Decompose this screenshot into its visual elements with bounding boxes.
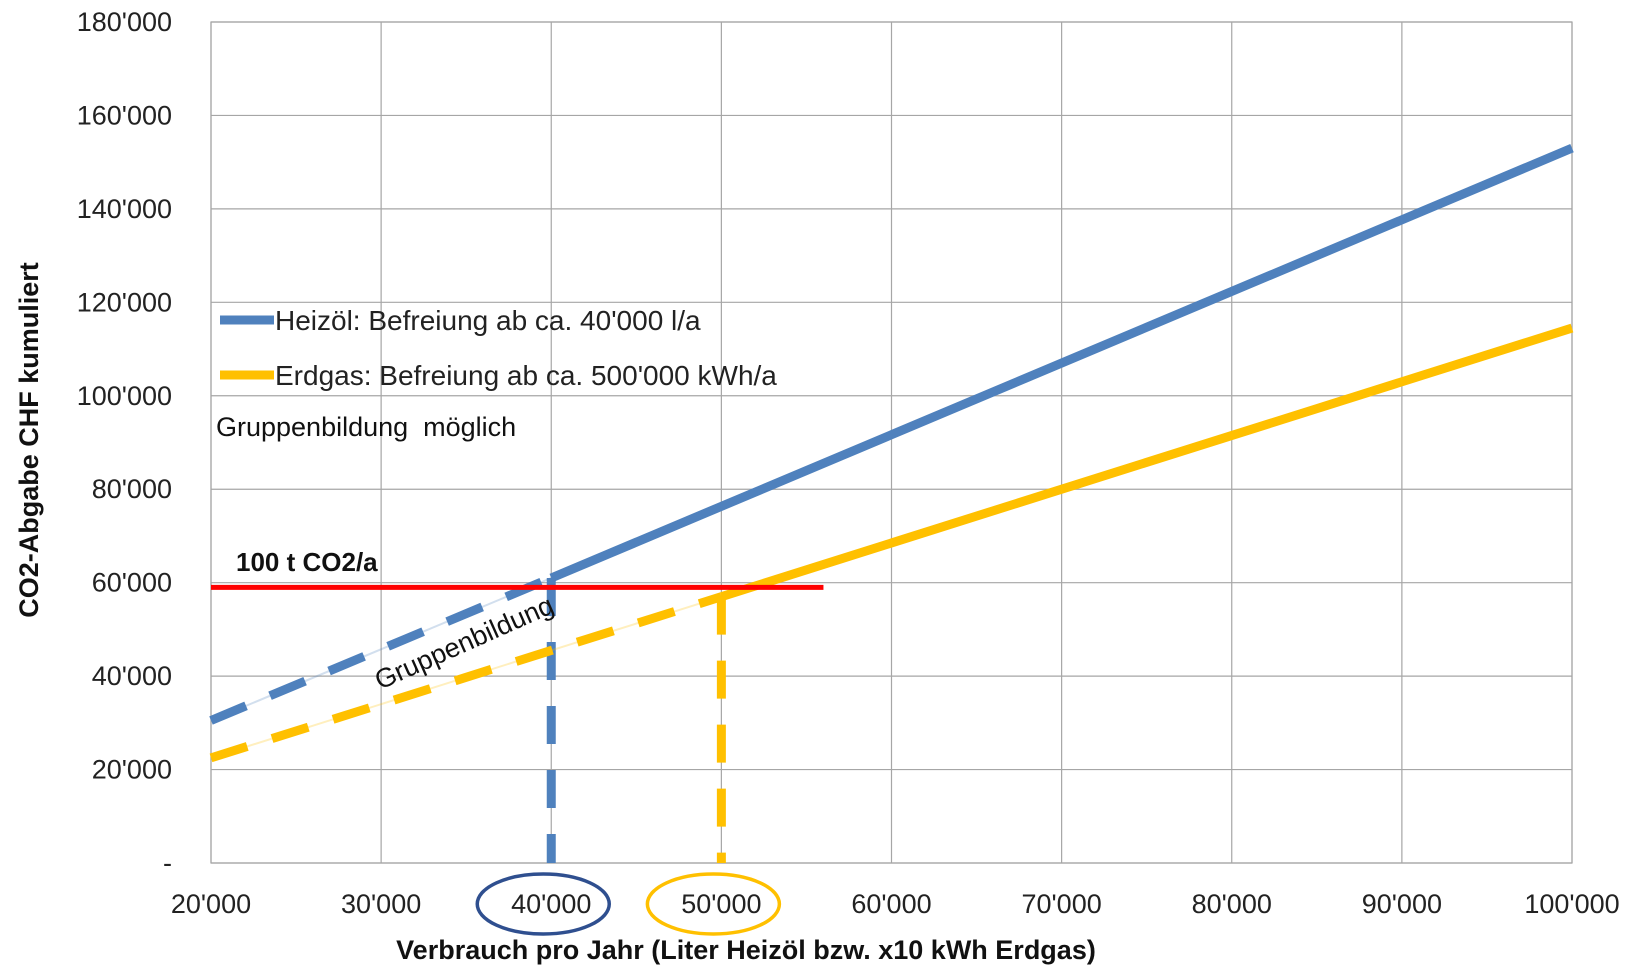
- x-tick-label: 100'000: [1524, 889, 1619, 919]
- x-tick-label: 90'000: [1362, 889, 1442, 919]
- x-tick-label: 50'000: [681, 889, 761, 919]
- y-tick-label: -: [163, 848, 172, 878]
- y-axis-ticks: - 20'000 40'000 60'000 80'000 100'000 120'000 1…: [77, 7, 172, 878]
- y-tick-label: 80'000: [92, 474, 172, 504]
- plot-frame: [210, 21, 1573, 864]
- tick-highlights: [475, 872, 782, 936]
- x-tick-label: 40'000: [511, 889, 591, 919]
- legend: Heizöl: Befreiung ab ca. 40'000 l/a Erdga…: [220, 305, 777, 391]
- threshold-label: 100 t CO2/a: [236, 547, 378, 577]
- y-tick-label: 140'000: [77, 194, 172, 224]
- tick-highlight-ellipse: [645, 872, 782, 936]
- grid: [210, 21, 1573, 864]
- y-tick-label: 40'000: [92, 661, 172, 691]
- y-axis-title: CO2-Abgabe CHF kumuliert: [14, 262, 44, 618]
- x-tick-label: 80'000: [1192, 889, 1272, 919]
- group-note: Gruppenbildung möglich: [216, 412, 516, 442]
- x-axis-title: Verbrauch pro Jahr (Liter Heizöl bzw. x1…: [396, 935, 1096, 965]
- legend-label: Heizöl: Befreiung ab ca. 40'000 l/a: [275, 305, 701, 336]
- y-tick-label: 160'000: [77, 100, 172, 130]
- y-tick-label: 60'000: [92, 568, 172, 598]
- x-tick-label: 70'000: [1022, 889, 1102, 919]
- tick-highlight-ellipse: [475, 872, 611, 936]
- y-tick-label: 20'000: [92, 755, 172, 785]
- x-tick-label: 20'000: [171, 889, 251, 919]
- series-guide-line: [210, 577, 552, 722]
- y-tick-label: 180'000: [77, 7, 172, 37]
- plot-border: [210, 21, 1573, 864]
- series-lines: [209, 144, 1574, 863]
- series-solid-line: [549, 144, 1574, 583]
- series-solid-line: [720, 323, 1574, 601]
- x-tick-label: 60'000: [851, 889, 931, 919]
- y-tick-label: 120'000: [77, 287, 172, 317]
- y-tick-label: 100'000: [77, 381, 172, 411]
- x-axis-ticks: 20'000 30'000 40'000 50'000 60'000 70'000 80'0…: [171, 889, 1620, 919]
- x-tick-label: 30'000: [341, 889, 421, 919]
- series-dashed-line: [209, 592, 723, 763]
- legend-label: Erdgas: Befreiung ab ca. 500'000 kWh/a: [275, 360, 777, 391]
